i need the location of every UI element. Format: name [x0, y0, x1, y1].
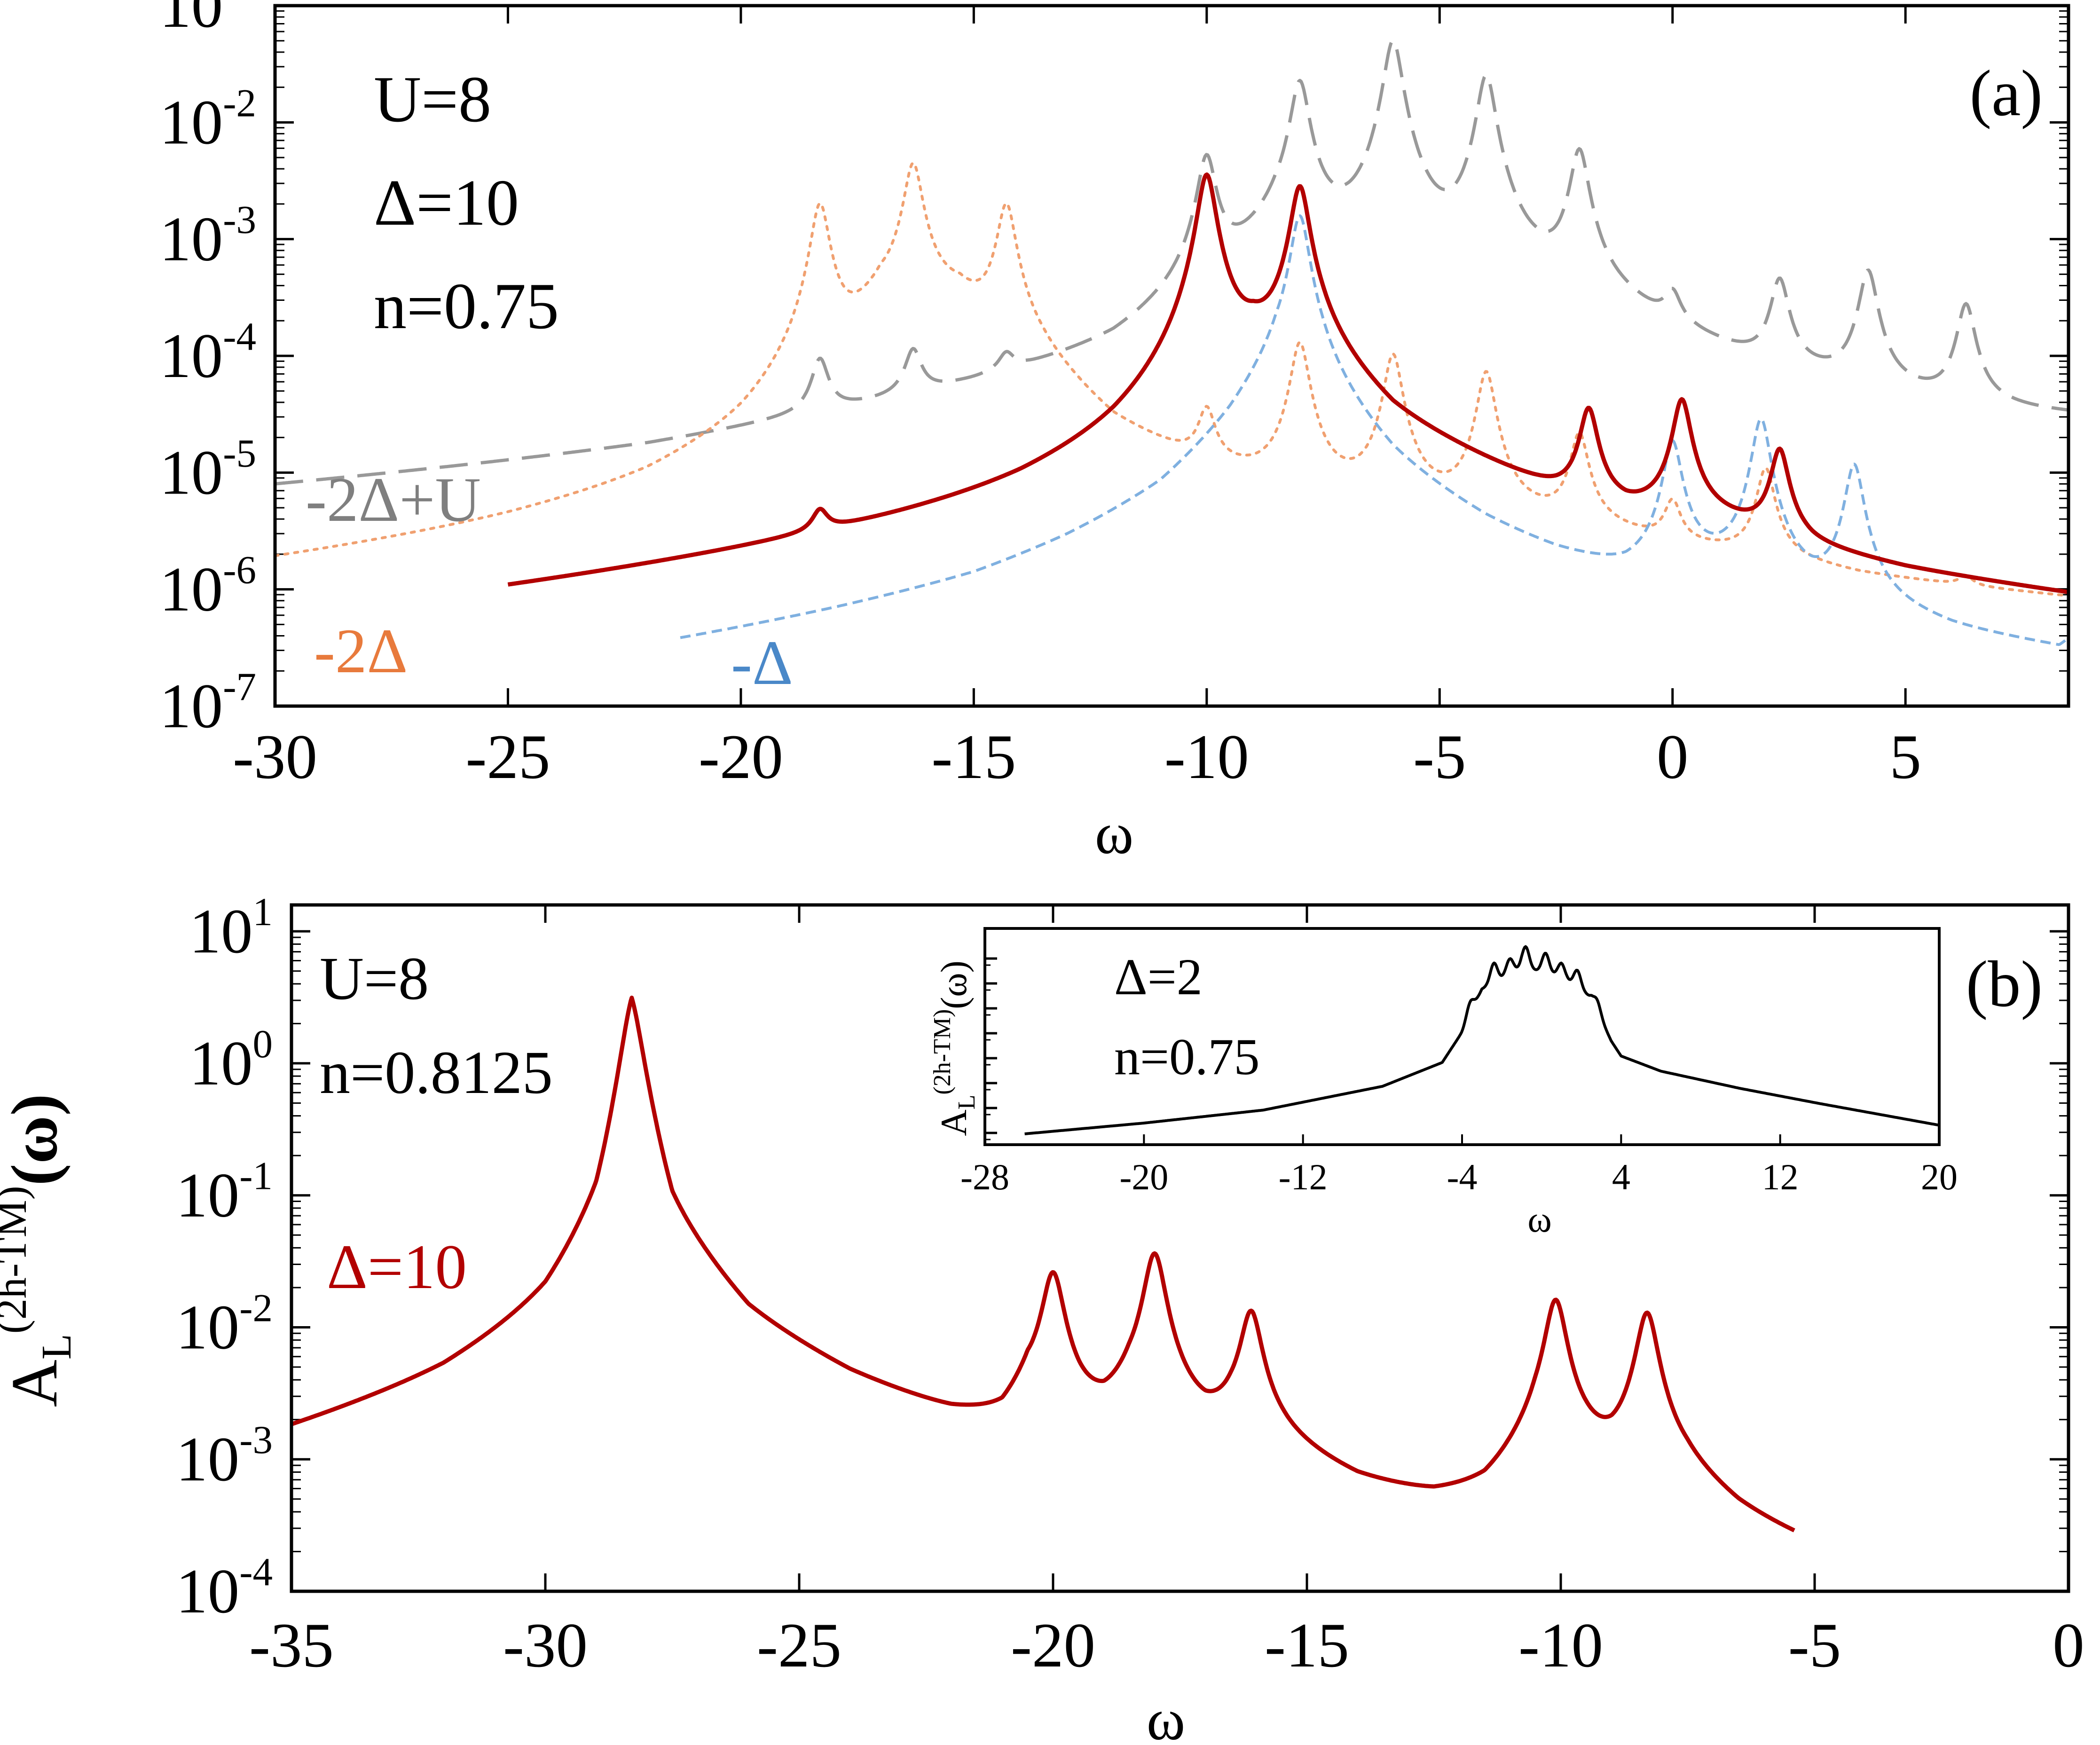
series-line-solid-0 [290, 995, 1795, 1533]
panel-b-series-label: Δ=10 [327, 1232, 467, 1302]
x-tick-label: -5 [1413, 722, 1466, 792]
panel-a-x-tick-labels: -30 -25 -20 -15 -10 -5 0 5 [233, 722, 1921, 792]
y-tick-label: 10-3 [176, 1418, 273, 1494]
x-tick-label: 0 [1657, 722, 1689, 792]
inset-x-tick-label: 12 [1762, 1156, 1799, 1197]
panel-b-x-tick-labels: -35 -30 -25 -20 -15 -10 -5 0 [249, 1611, 2084, 1681]
panel-b-x-axis-label: ω [1147, 1688, 1185, 1745]
x-tick-label: -20 [699, 722, 783, 792]
panel-b-ylabel-sup: (2h-TM) [0, 1186, 35, 1334]
inset-ylabel-arg: (ω) [933, 960, 974, 1009]
inset-ylabel-base: A [933, 1109, 974, 1136]
x-tick-label: -10 [1164, 722, 1249, 792]
inset-x-tick-labels: -28 -20 -12 -4 4 12 20 [960, 1156, 1958, 1197]
inset-x-tick-label: 20 [1921, 1156, 1958, 1197]
series-line-dotted-2 [274, 161, 2070, 597]
inset-y-axis-label: AL(2h-TM)(ω) [929, 960, 980, 1136]
inset-ylabel-sub: L [953, 1095, 980, 1110]
series-line-solid-0 [507, 172, 2070, 594]
panel-b-inset: -28 -20 -12 -4 4 12 20 ω AL(2h-TM)(ω) Δ=2 n=0.… [929, 927, 1958, 1240]
x-tick-label: -35 [249, 1611, 334, 1681]
panel-b-ylabel-sub: L [33, 1334, 80, 1360]
y-tick-label: 10-2 [176, 1286, 273, 1362]
panel-a: -30 -25 -20 -15 -10 -5 0 5 10-1 10-2 10-3 10-4 10-5… [159, 0, 2070, 866]
x-tick-label: -30 [503, 1611, 588, 1681]
inset-ylabel-sup: (2h-TM) [929, 1009, 956, 1095]
x-tick-label: 0 [2053, 1611, 2084, 1681]
x-tick-label: 5 [1889, 722, 1921, 792]
panel-a-label: (a) [1970, 57, 2043, 130]
inset-x-tick-label: -4 [1447, 1156, 1478, 1197]
y-tick-label: 10-7 [159, 665, 256, 741]
y-tick-label: 10-4 [159, 314, 256, 391]
panel-b-curves [290, 995, 1795, 1533]
inset-x-tick-label: 4 [1612, 1156, 1630, 1197]
panel-a-x-axis-label: ω [1095, 802, 1133, 866]
inset-frame [983, 927, 1941, 1146]
panel-b-annotation-U: U=8 [320, 945, 429, 1013]
inset-x-axis-label: ω [1527, 1199, 1551, 1240]
x-tick-label: -15 [1265, 1611, 1349, 1681]
y-tick-label: 100 [189, 1022, 273, 1099]
panel-a-annotation-U: U=8 [374, 63, 491, 136]
panel-b-y-tick-labels: 101 100 10-1 10-2 10-3 10-4 [176, 890, 273, 1627]
inset-curves [1024, 945, 1940, 1135]
panel-b-frame [290, 903, 2070, 1593]
panel-b-ylabel-base: A [0, 1360, 71, 1407]
y-tick-label: 10-6 [159, 548, 256, 625]
panel-a-ticks [275, 4, 2069, 707]
y-tick-label: 101 [189, 890, 273, 967]
panel-b: -35 -30 -25 -20 -15 -10 -5 0 101 100 10-1 10-2 10-3… [0, 890, 2084, 1745]
panel-a-frame [273, 4, 2070, 708]
panel-b-annotation-n: n=0.8125 [320, 1039, 553, 1107]
y-tick-label: 10-1 [176, 1154, 273, 1231]
panel-a-curves [274, 39, 2070, 646]
y-tick-label: 10-5 [159, 431, 256, 508]
inset-x-tick-label: -20 [1119, 1156, 1168, 1197]
inset-background [985, 928, 1939, 1145]
y-tick-label: 10-3 [159, 198, 256, 275]
y-tick-label: 10-4 [176, 1550, 273, 1627]
x-tick-label: -30 [233, 722, 317, 792]
series-line-dashed-1 [275, 39, 2069, 486]
x-tick-label: -5 [1788, 1611, 1841, 1681]
panel-a-annotation-delta: Δ=10 [374, 166, 519, 239]
inset-annotation-delta: Δ=2 [1114, 948, 1203, 1006]
inset-x-tick-label: -28 [960, 1156, 1009, 1197]
y-tick-label: 10-1 [159, 0, 256, 41]
y-tick-label: 10-2 [159, 81, 256, 157]
inset-x-tick-label: -12 [1279, 1156, 1328, 1197]
panel-b-y-axis-label: AL(2h-TM)(ω) [0, 1094, 80, 1407]
label-minus-delta: -Δ [731, 628, 793, 698]
x-tick-label: -20 [1011, 1611, 1095, 1681]
panel-a-annotation-n: n=0.75 [374, 270, 559, 343]
panel-a-y-tick-labels: 10-1 10-2 10-3 10-4 10-5 10-6 10-7 [159, 0, 256, 741]
x-tick-label: -10 [1518, 1611, 1603, 1681]
label-minus-2delta: -2Δ [314, 616, 408, 686]
x-tick-label: -15 [931, 722, 1016, 792]
inset-series-line [1024, 945, 1940, 1135]
x-tick-label: -25 [465, 722, 550, 792]
panel-b-ylabel-arg: (ω) [0, 1094, 71, 1186]
inset-annotation-n: n=0.75 [1114, 1028, 1260, 1085]
panel-b-label: (b) [1966, 948, 2043, 1021]
x-tick-label: -25 [757, 1611, 842, 1681]
label-minus-2delta-plus-U: -2Δ+U [306, 465, 481, 535]
